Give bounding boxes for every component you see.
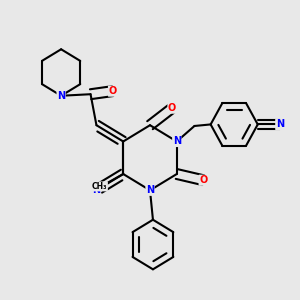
Text: O: O bbox=[109, 86, 117, 96]
Text: CH₃: CH₃ bbox=[92, 182, 107, 191]
Text: N: N bbox=[57, 91, 65, 101]
Text: N: N bbox=[92, 185, 101, 195]
Text: O: O bbox=[168, 103, 176, 113]
Text: N: N bbox=[276, 119, 284, 129]
Text: N: N bbox=[146, 185, 154, 195]
Text: N: N bbox=[173, 136, 181, 146]
Text: O: O bbox=[199, 175, 207, 185]
